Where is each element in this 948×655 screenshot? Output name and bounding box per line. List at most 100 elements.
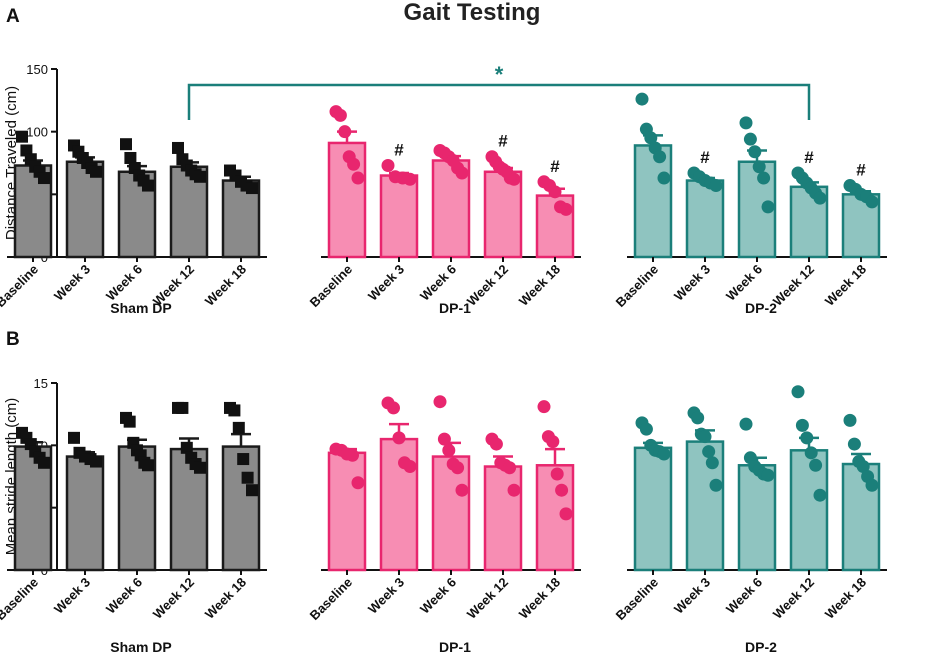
data-point: [451, 461, 465, 475]
data-point: [333, 108, 347, 122]
bar: [379, 174, 419, 259]
data-point: [546, 435, 560, 449]
data-point: [90, 455, 102, 468]
data-point: [757, 171, 771, 185]
data-point: [748, 145, 762, 159]
data-point: [338, 125, 352, 139]
data-point: [548, 185, 562, 199]
data-point: [123, 415, 136, 428]
bar: [483, 170, 523, 259]
data-point: [813, 191, 827, 205]
bar: [633, 144, 673, 259]
x-tick-label: Week 12: [150, 575, 197, 622]
data-point: [865, 478, 879, 492]
data-point: [865, 195, 879, 209]
data-point: [791, 385, 805, 399]
bar: [633, 446, 673, 572]
data-point: [698, 430, 712, 444]
x-tick-label: Week 12: [770, 575, 817, 622]
panel-b-chart: 051015Mean stride length (cm)BaselineWee…: [0, 376, 887, 655]
panel-label-a: A: [6, 6, 20, 27]
data-point: [38, 172, 50, 185]
data-point: [709, 478, 723, 492]
data-point: [246, 182, 258, 195]
x-tick-label: Baseline: [307, 575, 355, 623]
x-tick-label: Week 3: [365, 262, 407, 304]
panel-label-b: B: [6, 329, 20, 350]
data-point: [507, 172, 521, 186]
data-point: [241, 471, 254, 484]
x-tick-label: Week 6: [103, 262, 145, 304]
group-label: DP-1: [439, 639, 471, 655]
hash-marker: #: [700, 148, 710, 167]
group-label: DP-2: [745, 639, 777, 655]
data-point: [847, 437, 861, 451]
data-point: [739, 417, 753, 431]
group-label: DP-1: [439, 300, 471, 316]
data-point: [351, 171, 365, 185]
data-point: [347, 157, 361, 171]
data-point: [795, 418, 809, 432]
data-point: [403, 172, 417, 186]
group-label: Sham DP: [110, 300, 171, 316]
data-point: [232, 421, 245, 434]
x-tick-label: Week 18: [516, 575, 563, 622]
bar: [117, 170, 157, 259]
data-point: [381, 159, 395, 173]
data-point: [455, 166, 469, 180]
data-point: [761, 468, 775, 482]
data-point: [38, 456, 50, 469]
x-tick-label: Week 3: [671, 575, 713, 617]
data-point: [142, 179, 154, 192]
x-tick-label: Week 6: [103, 575, 145, 617]
data-point: [180, 441, 193, 454]
x-tick-label: Baseline: [307, 262, 355, 310]
data-point: [657, 447, 671, 461]
y-tick-label: 15: [34, 376, 48, 391]
data-point: [559, 202, 573, 216]
data-point: [124, 151, 137, 164]
data-point: [800, 431, 814, 445]
hash-marker: #: [856, 161, 866, 180]
data-point: [387, 401, 400, 415]
data-point: [702, 445, 716, 459]
data-point: [657, 171, 671, 185]
significance-star: *: [495, 62, 504, 87]
bar: [685, 179, 725, 259]
data-point: [709, 179, 723, 193]
x-tick-label: Week 6: [417, 575, 459, 617]
data-point: [228, 404, 241, 417]
data-point: [761, 200, 775, 214]
data-point: [437, 432, 451, 446]
data-point: [503, 461, 517, 475]
x-tick-label: Week 6: [417, 262, 459, 304]
x-tick-label: Week 3: [51, 575, 93, 617]
data-point: [442, 443, 456, 457]
x-tick-label: Week 18: [202, 575, 249, 622]
hash-marker: #: [550, 157, 560, 176]
x-tick-label: Baseline: [613, 262, 661, 310]
data-point: [653, 150, 667, 164]
x-tick-label: Week 12: [464, 262, 511, 309]
data-point: [68, 431, 80, 444]
data-point: [176, 401, 189, 414]
data-point: [120, 138, 132, 151]
data-point: [237, 453, 250, 466]
data-point: [856, 460, 870, 474]
data-point: [635, 92, 649, 106]
data-point: [433, 395, 447, 409]
data-point: [705, 456, 719, 470]
hash-marker: #: [498, 132, 508, 151]
data-point: [172, 141, 184, 154]
x-tick-label: Week 6: [723, 575, 765, 617]
data-point: [843, 413, 857, 427]
x-tick-label: Baseline: [0, 262, 41, 310]
hash-marker: #: [394, 141, 404, 160]
x-tick-label: Week 12: [770, 262, 817, 309]
data-point: [346, 448, 359, 462]
data-point: [90, 165, 102, 178]
bar: [379, 437, 419, 572]
data-point: [809, 458, 823, 472]
bar: [65, 455, 105, 572]
